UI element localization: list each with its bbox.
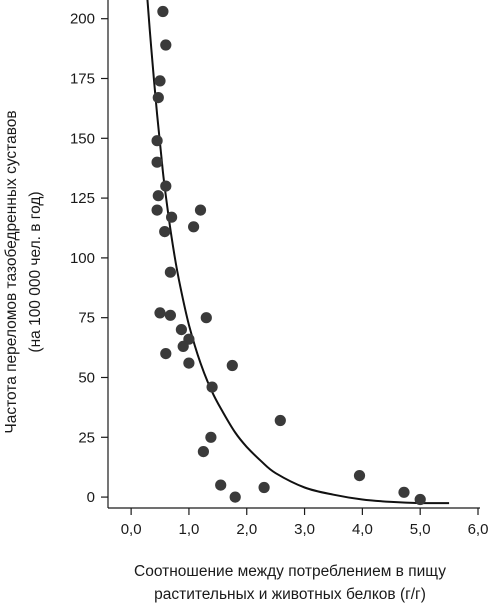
data-point — [205, 431, 217, 443]
data-point — [166, 211, 178, 223]
x-axis-title-line-1: Соотношение между потреблением в пищу — [134, 563, 446, 580]
y-tick-label: 125 — [70, 190, 95, 207]
x-tick-label: 0,0 — [121, 521, 142, 538]
x-axis-title-line-2: растительных и животных белков (г/г) — [154, 586, 426, 603]
y-tick-label: 50 — [78, 369, 95, 386]
data-point — [200, 312, 212, 324]
y-tick-label: 0 — [87, 489, 95, 506]
data-point — [194, 204, 207, 216]
data-point — [229, 491, 241, 503]
data-point — [414, 493, 426, 506]
data-point — [152, 190, 164, 202]
data-point — [398, 486, 410, 498]
data-point — [226, 359, 238, 372]
data-point — [197, 446, 209, 458]
data-point — [157, 5, 169, 18]
data-point — [160, 180, 172, 192]
data-point — [152, 92, 164, 104]
data-point — [177, 340, 189, 352]
data-point — [151, 135, 163, 147]
data-point — [154, 75, 166, 87]
y-tick-label: 75 — [78, 310, 95, 327]
y-tick-label: 25 — [78, 429, 95, 446]
x-ticks-layer: 0,0 1,0 2,0 3,0 4,0 5,0 6,0 — [121, 508, 489, 538]
x-tick-label: 4,0 — [352, 521, 373, 538]
data-point — [164, 309, 176, 321]
data-point — [175, 324, 187, 336]
data-point — [154, 307, 166, 319]
fit-curve — [146, 0, 450, 505]
data-point — [151, 204, 163, 216]
data-point — [353, 470, 366, 482]
x-tick-label: 3,0 — [294, 521, 315, 538]
axes-layer — [107, 0, 480, 509]
data-point — [215, 479, 227, 491]
y-tick-label: 175 — [70, 71, 95, 88]
data-point — [159, 226, 171, 238]
data-points-layer — [151, 5, 426, 506]
x-tick-label: 2,0 — [236, 521, 257, 538]
x-tick-label: 5,0 — [410, 521, 431, 538]
data-point — [206, 381, 218, 393]
fit-curve-layer — [146, 0, 450, 505]
data-point — [274, 414, 286, 427]
data-point — [188, 221, 200, 233]
data-point — [164, 266, 176, 278]
x-tick-label: 1,0 — [179, 521, 200, 538]
data-point — [160, 39, 172, 51]
data-point — [183, 357, 195, 369]
y-ticks-layer: 0 25 50 75 100 125 150 175 200 — [70, 11, 108, 506]
y-axis-title-line-2: (на 100 000 чел. в год) — [27, 191, 44, 352]
y-axis-title-line-1: Частота переломов тазобедренных суставов — [3, 110, 20, 433]
data-point — [258, 481, 270, 494]
y-tick-label: 150 — [70, 130, 95, 147]
x-tick-label: 6,0 — [468, 521, 489, 538]
y-tick-label: 100 — [70, 250, 95, 267]
y-tick-label: 200 — [70, 11, 95, 28]
data-point — [160, 348, 172, 360]
data-point — [151, 156, 163, 168]
